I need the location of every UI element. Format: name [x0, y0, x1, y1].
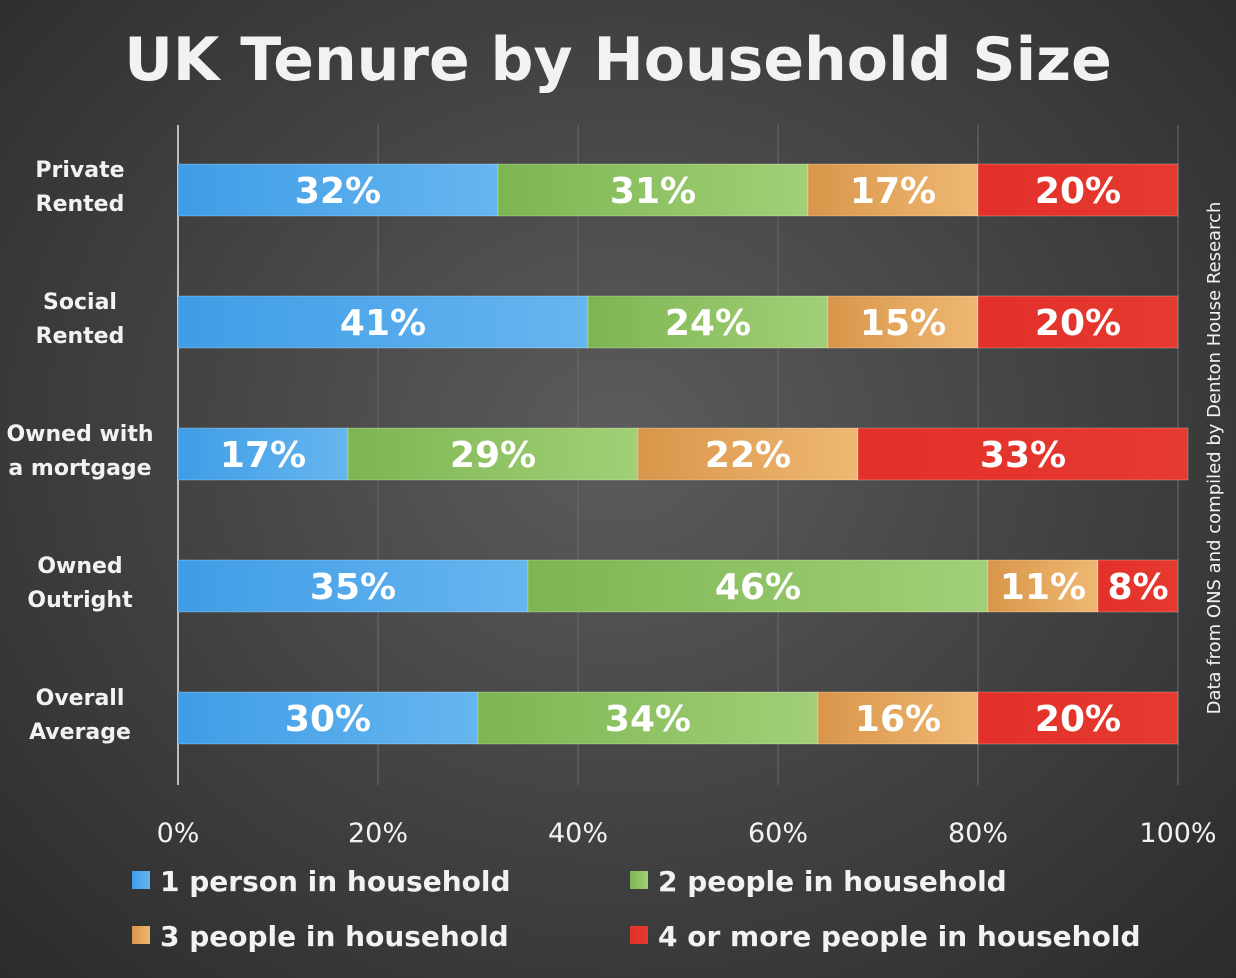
data-label: 20% [1035, 699, 1121, 740]
legend-label: 2 people in household [658, 865, 1007, 898]
bar-segment [977, 295, 1179, 349]
data-label: 31% [610, 171, 696, 212]
data-label: 17% [850, 171, 936, 212]
data-label: 8% [1107, 567, 1168, 608]
bar-segment [177, 691, 479, 745]
legend-label: 4 or more people in household [658, 920, 1140, 953]
bar-segment [977, 163, 1179, 217]
bar-segment [977, 691, 1179, 745]
bar-segment [177, 427, 349, 481]
x-tick-label: 40% [548, 818, 608, 849]
legend-swatch [630, 926, 648, 944]
category-label: Private Rented [35, 158, 124, 217]
data-label: 33% [980, 435, 1066, 476]
data-label: 46% [715, 567, 801, 608]
bar-segment [1097, 559, 1179, 613]
data-label: 29% [450, 435, 536, 476]
data-label: 22% [705, 435, 791, 476]
data-label: 20% [1035, 171, 1121, 212]
bar-segment [177, 559, 529, 613]
legend-swatch [132, 871, 150, 889]
data-label: 30% [285, 699, 371, 740]
category-label: Social Rented [36, 290, 125, 349]
source-note: Data from ONS and compiled by Denton Hou… [1204, 202, 1225, 715]
x-tick-label: 60% [748, 818, 808, 849]
bar-segment [347, 427, 639, 481]
legend-label: 1 person in household [160, 865, 511, 898]
legend-label: 3 people in household [160, 920, 509, 953]
data-label: 20% [1035, 303, 1121, 344]
bar-segment [527, 559, 989, 613]
x-tick-label: 20% [348, 818, 408, 849]
data-label: 16% [855, 699, 941, 740]
legend-swatch [132, 926, 150, 944]
bar-segment [587, 295, 829, 349]
data-label: 15% [860, 303, 946, 344]
bar-segment [177, 163, 499, 217]
bar-segment [637, 427, 859, 481]
data-label: 34% [605, 699, 691, 740]
data-label: 32% [295, 171, 381, 212]
bar-segment [827, 295, 979, 349]
data-label: 41% [340, 303, 426, 344]
data-label: 24% [665, 303, 751, 344]
chart-title: UK Tenure by Household Size [124, 25, 1112, 95]
bar-segment [177, 295, 589, 349]
data-label: 11% [1000, 567, 1086, 608]
x-tick-label: 0% [157, 818, 200, 849]
data-label: 35% [310, 567, 396, 608]
category-label: Overall Average [29, 686, 131, 745]
bar-segment [857, 427, 1189, 481]
x-tick-label: 100% [1139, 818, 1216, 849]
x-tick-label: 80% [948, 818, 1008, 849]
legend-swatch [630, 871, 648, 889]
category-label: Owned Outright [27, 554, 133, 613]
data-label: 17% [220, 435, 306, 476]
bar-segment [477, 691, 819, 745]
category-label: Owned with a mortgage [6, 422, 153, 481]
